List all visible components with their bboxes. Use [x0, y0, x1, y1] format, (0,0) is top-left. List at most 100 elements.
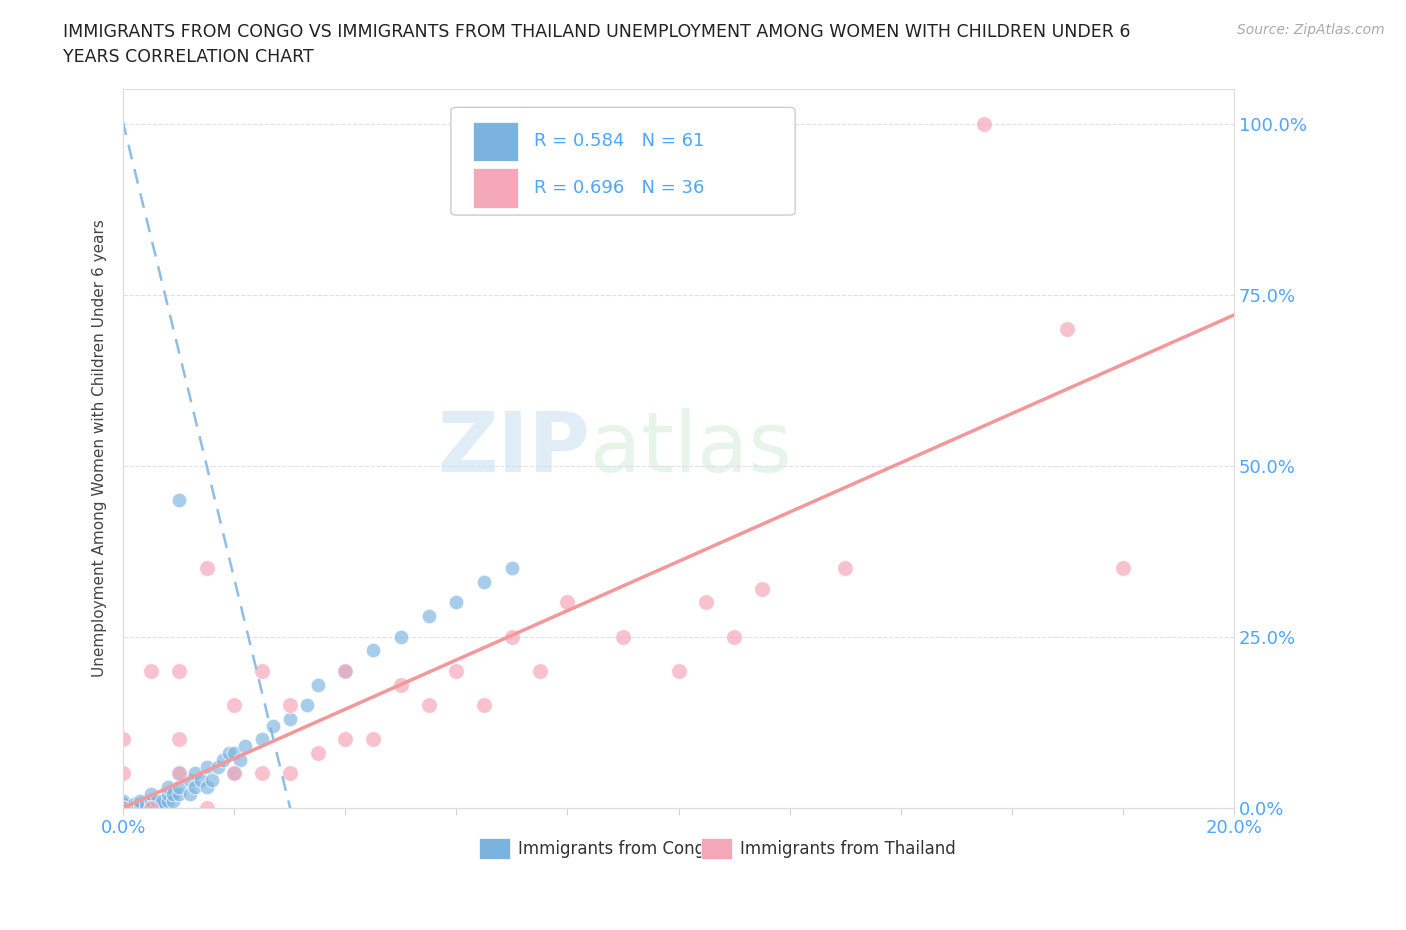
- Point: [167, 766, 190, 781]
- Text: Source: ZipAtlas.com: Source: ZipAtlas.com: [1237, 23, 1385, 37]
- Point: [307, 746, 329, 761]
- Point: [695, 595, 717, 610]
- Point: [167, 766, 190, 781]
- Point: [124, 800, 146, 815]
- Point: [235, 738, 257, 753]
- Point: [162, 787, 184, 802]
- FancyBboxPatch shape: [472, 122, 517, 161]
- Point: [389, 630, 412, 644]
- Point: [167, 732, 190, 747]
- Point: [250, 663, 273, 678]
- Point: [557, 595, 579, 610]
- Point: [112, 800, 135, 815]
- Point: [156, 779, 179, 794]
- Point: [1056, 322, 1078, 337]
- Point: [218, 746, 240, 761]
- Point: [335, 663, 357, 678]
- Point: [129, 797, 152, 812]
- Point: [195, 779, 218, 794]
- Point: [139, 787, 162, 802]
- FancyBboxPatch shape: [478, 838, 510, 859]
- Point: [224, 698, 246, 712]
- Point: [250, 766, 273, 781]
- Point: [112, 797, 135, 812]
- Point: [184, 779, 207, 794]
- Point: [139, 800, 162, 815]
- Point: [190, 773, 212, 788]
- Point: [167, 787, 190, 802]
- FancyBboxPatch shape: [472, 168, 517, 208]
- Point: [112, 800, 135, 815]
- Point: [973, 116, 995, 131]
- Text: IMMIGRANTS FROM CONGO VS IMMIGRANTS FROM THAILAND UNEMPLOYMENT AMONG WOMEN WITH : IMMIGRANTS FROM CONGO VS IMMIGRANTS FROM…: [63, 23, 1130, 41]
- FancyBboxPatch shape: [451, 107, 796, 215]
- Point: [139, 663, 162, 678]
- Point: [150, 797, 173, 812]
- Point: [278, 766, 301, 781]
- Point: [361, 643, 384, 658]
- Point: [124, 800, 146, 815]
- Point: [501, 630, 523, 644]
- Point: [112, 797, 135, 812]
- Text: R = 0.696   N = 36: R = 0.696 N = 36: [534, 179, 704, 197]
- Point: [112, 732, 135, 747]
- Point: [112, 800, 135, 815]
- Point: [112, 800, 135, 815]
- Y-axis label: Unemployment Among Women with Children Under 6 years: Unemployment Among Women with Children U…: [93, 219, 107, 677]
- Point: [167, 492, 190, 507]
- Point: [295, 698, 318, 712]
- Text: Immigrants from Thailand: Immigrants from Thailand: [740, 840, 955, 857]
- Point: [472, 575, 495, 590]
- Point: [112, 766, 135, 781]
- Point: [307, 677, 329, 692]
- Point: [262, 718, 284, 733]
- Point: [212, 752, 235, 767]
- Point: [112, 800, 135, 815]
- Point: [418, 698, 440, 712]
- Text: atlas: atlas: [589, 408, 792, 489]
- Point: [195, 800, 218, 815]
- Point: [1112, 561, 1135, 576]
- Point: [124, 797, 146, 812]
- Point: [195, 759, 218, 774]
- Point: [335, 663, 357, 678]
- Point: [229, 752, 252, 767]
- Point: [472, 698, 495, 712]
- Point: [179, 787, 201, 802]
- Point: [156, 793, 179, 808]
- Point: [224, 766, 246, 781]
- Point: [112, 800, 135, 815]
- Point: [167, 663, 190, 678]
- Point: [278, 698, 301, 712]
- Point: [184, 766, 207, 781]
- Point: [224, 766, 246, 781]
- Point: [335, 732, 357, 747]
- Point: [224, 746, 246, 761]
- Point: [278, 711, 301, 726]
- Point: [723, 630, 745, 644]
- Point: [134, 800, 156, 815]
- Point: [167, 779, 190, 794]
- Point: [134, 797, 156, 812]
- Point: [446, 595, 468, 610]
- Point: [150, 793, 173, 808]
- Text: YEARS CORRELATION CHART: YEARS CORRELATION CHART: [63, 48, 314, 66]
- Point: [129, 800, 152, 815]
- Point: [446, 663, 468, 678]
- Point: [389, 677, 412, 692]
- Point: [162, 793, 184, 808]
- Point: [179, 773, 201, 788]
- Point: [361, 732, 384, 747]
- Text: Immigrants from Congo: Immigrants from Congo: [517, 840, 714, 857]
- Point: [501, 561, 523, 576]
- Point: [112, 793, 135, 808]
- Point: [139, 800, 162, 815]
- Point: [156, 787, 179, 802]
- Point: [529, 663, 551, 678]
- Point: [195, 561, 218, 576]
- Text: R = 0.584   N = 61: R = 0.584 N = 61: [534, 132, 704, 151]
- Point: [201, 773, 224, 788]
- Point: [418, 608, 440, 623]
- Point: [112, 800, 135, 815]
- Text: ZIP: ZIP: [437, 408, 589, 489]
